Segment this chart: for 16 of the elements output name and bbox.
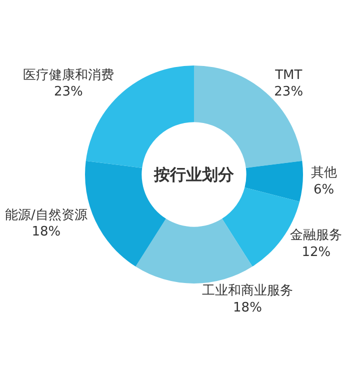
donut-slice (244, 160, 303, 202)
slice-label: 金融服务 (290, 228, 342, 244)
data-label: 18% (233, 300, 262, 316)
slice-label: 医疗健康和消费 (22, 68, 114, 83)
data-label: 12% (302, 245, 331, 260)
slice-label: 工业和商业服务 (202, 284, 293, 298)
data-label: 18% (32, 224, 61, 240)
slice-label: 能源/自然资源 (5, 208, 88, 223)
data-label: 23% (54, 84, 83, 100)
donut-slice (136, 218, 252, 284)
slice-label: 其他 (310, 165, 337, 180)
data-label: 6% (313, 182, 334, 198)
slice-label: TMT (274, 68, 302, 83)
text: 按行业划分 (153, 165, 235, 184)
data-label: 23% (274, 84, 304, 100)
donut-slice (194, 66, 302, 168)
